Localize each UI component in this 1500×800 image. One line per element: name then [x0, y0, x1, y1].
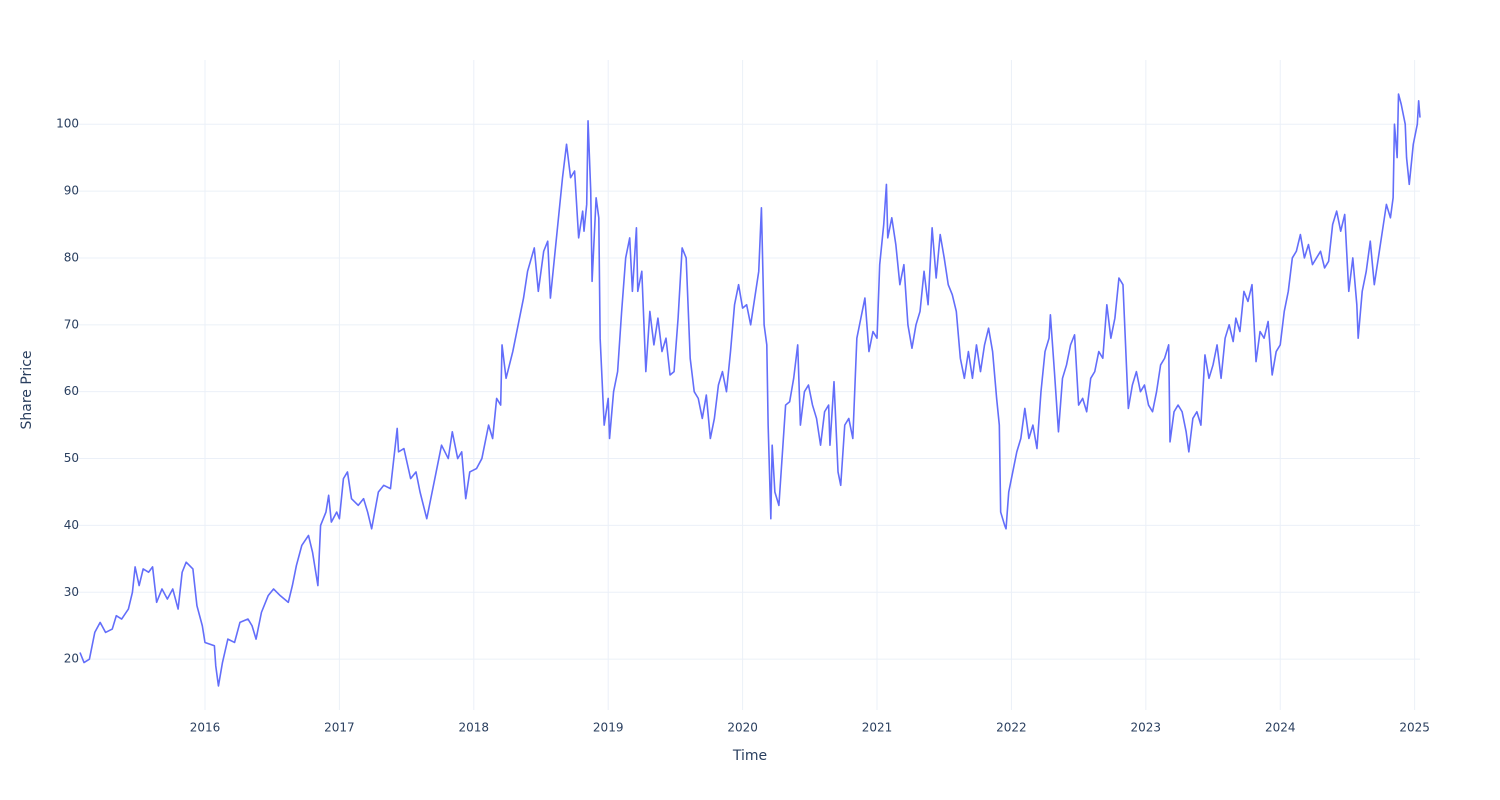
x-tick-label: 2019 — [593, 721, 624, 735]
x-tick-label: 2025 — [1399, 721, 1430, 735]
y-tick-label: 30 — [64, 585, 79, 599]
price-line — [79, 93, 1421, 687]
y-tick-label: 20 — [64, 652, 79, 666]
x-tick-label: 2016 — [190, 721, 221, 735]
y-tick-label: 70 — [64, 317, 79, 331]
x-tick-label: 2018 — [459, 721, 490, 735]
x-tick-label: 2023 — [1131, 721, 1162, 735]
x-axis-title: Time — [732, 748, 767, 764]
x-tick-label: 2022 — [996, 721, 1027, 735]
y-tick-label: 50 — [64, 451, 79, 465]
x-tick-label: 2017 — [324, 721, 355, 735]
x-tick-label: 2021 — [862, 721, 893, 735]
y-tick-label: 80 — [64, 250, 79, 264]
y-tick-label: 90 — [64, 184, 79, 198]
x-tick-label: 2020 — [727, 721, 758, 735]
y-axis-title: Share Price — [19, 350, 35, 429]
x-tick-label: 2024 — [1265, 721, 1296, 735]
y-tick-label: 40 — [64, 518, 79, 532]
y-tick-label: 100 — [56, 117, 79, 131]
y-tick-label: 60 — [64, 384, 79, 398]
